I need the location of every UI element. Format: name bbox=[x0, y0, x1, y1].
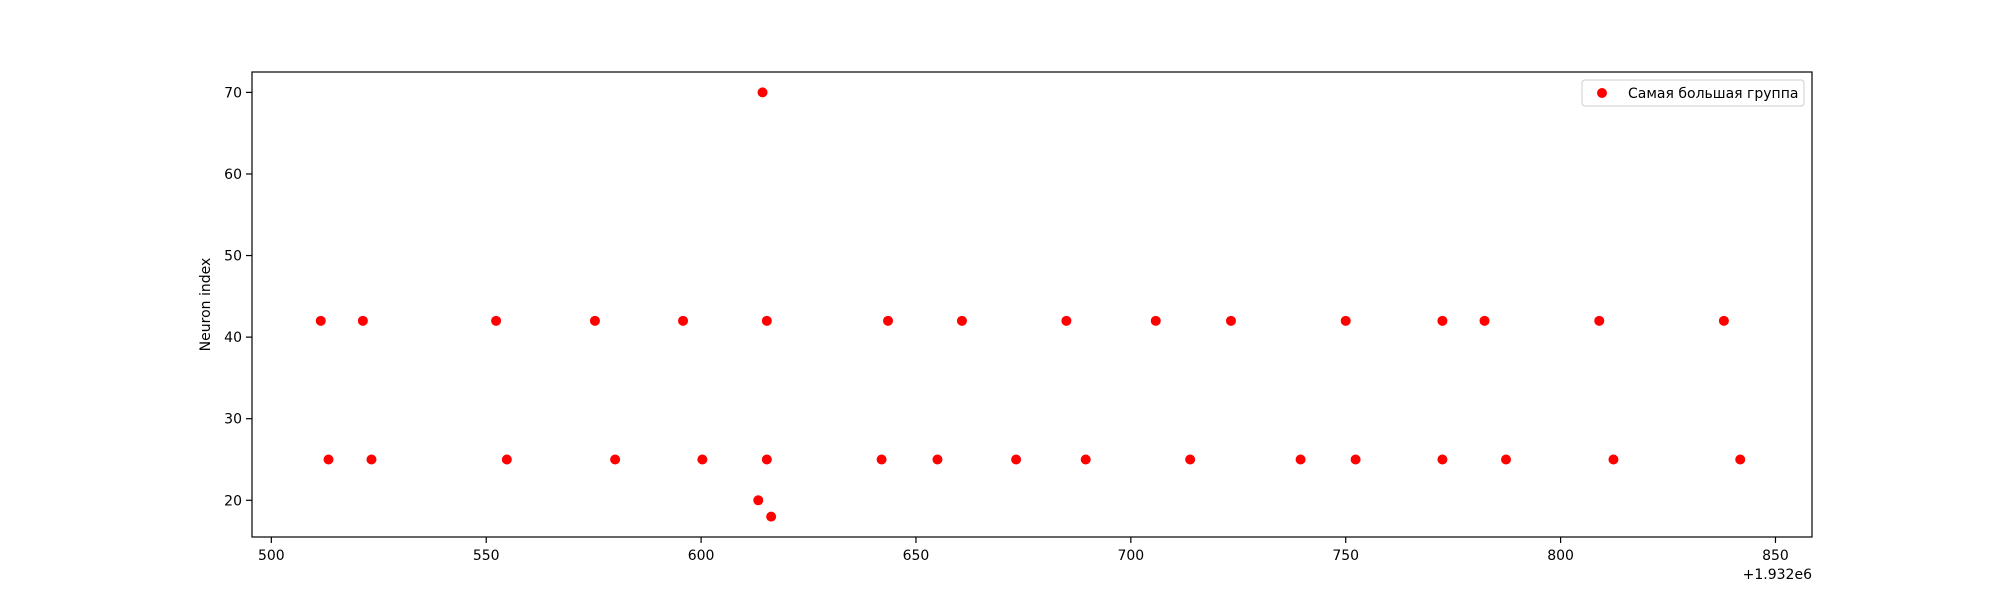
plot-area bbox=[315, 87, 1746, 522]
scatter-point bbox=[697, 454, 708, 465]
scatter-point bbox=[932, 454, 943, 465]
scatter-point bbox=[1185, 454, 1196, 465]
scatter-point bbox=[610, 454, 621, 465]
scatter-point bbox=[766, 511, 777, 522]
scatter-point bbox=[1340, 315, 1351, 326]
x-tick-label: 500 bbox=[258, 548, 285, 564]
scatter-point bbox=[357, 315, 368, 326]
x-axis: 500 550 600 650 700 750 800 850 bbox=[258, 537, 1789, 564]
y-tick-label: 30 bbox=[224, 412, 242, 428]
legend-label: Самая большая группа bbox=[1628, 86, 1798, 102]
y-tick-label: 60 bbox=[224, 167, 242, 183]
scatter-point bbox=[1080, 454, 1091, 465]
scatter-point bbox=[1350, 454, 1361, 465]
legend-marker bbox=[1597, 88, 1607, 98]
scatter-point bbox=[1061, 315, 1072, 326]
x-tick-label: 550 bbox=[473, 548, 500, 564]
scatter-point bbox=[1501, 454, 1512, 465]
scatter-point bbox=[366, 454, 377, 465]
x-tick-label: 750 bbox=[1332, 548, 1359, 564]
scatter-point bbox=[883, 315, 894, 326]
scatter-point bbox=[1011, 454, 1022, 465]
legend: Самая большая группа bbox=[1581, 79, 1805, 107]
x-tick-label: 700 bbox=[1117, 548, 1144, 564]
scatter-point bbox=[323, 454, 334, 465]
x-tick-label: 800 bbox=[1547, 548, 1574, 564]
scatter-point bbox=[956, 315, 967, 326]
scatter-point bbox=[1608, 454, 1619, 465]
scatter-point bbox=[678, 315, 689, 326]
scatter-point bbox=[1295, 454, 1306, 465]
y-tick-label: 40 bbox=[224, 330, 242, 346]
x-tick-label: 850 bbox=[1762, 548, 1789, 564]
y-axis: 20 30 40 50 60 70 bbox=[224, 85, 252, 509]
scatter-point bbox=[1437, 315, 1448, 326]
scatter-point bbox=[761, 454, 772, 465]
y-tick-label: 70 bbox=[224, 85, 242, 101]
scatter-point bbox=[757, 87, 768, 98]
scatter-point bbox=[501, 454, 512, 465]
y-tick-label: 50 bbox=[224, 249, 242, 265]
x-tick-label: 600 bbox=[688, 548, 715, 564]
scatter-point bbox=[753, 495, 764, 506]
scatter-point bbox=[1718, 315, 1729, 326]
y-axis-label: Neuron index bbox=[198, 258, 214, 352]
scatter-point bbox=[1225, 315, 1236, 326]
scatter-point bbox=[1150, 315, 1161, 326]
x-axis-offset-label: +1.932e6 bbox=[1743, 567, 1812, 583]
scatter-point bbox=[315, 315, 326, 326]
legend-box bbox=[1581, 79, 1805, 107]
scatter-point bbox=[1437, 454, 1448, 465]
scatter-point bbox=[876, 454, 887, 465]
y-tick-label: 20 bbox=[224, 493, 242, 509]
scatter-point bbox=[1479, 315, 1490, 326]
scatter-point bbox=[761, 315, 772, 326]
axes-frame bbox=[251, 71, 1813, 538]
scatter-point bbox=[491, 315, 502, 326]
scatter-point bbox=[1594, 315, 1605, 326]
scatter-point bbox=[1735, 454, 1746, 465]
x-tick-label: 650 bbox=[903, 548, 930, 564]
scatter-point bbox=[589, 315, 600, 326]
